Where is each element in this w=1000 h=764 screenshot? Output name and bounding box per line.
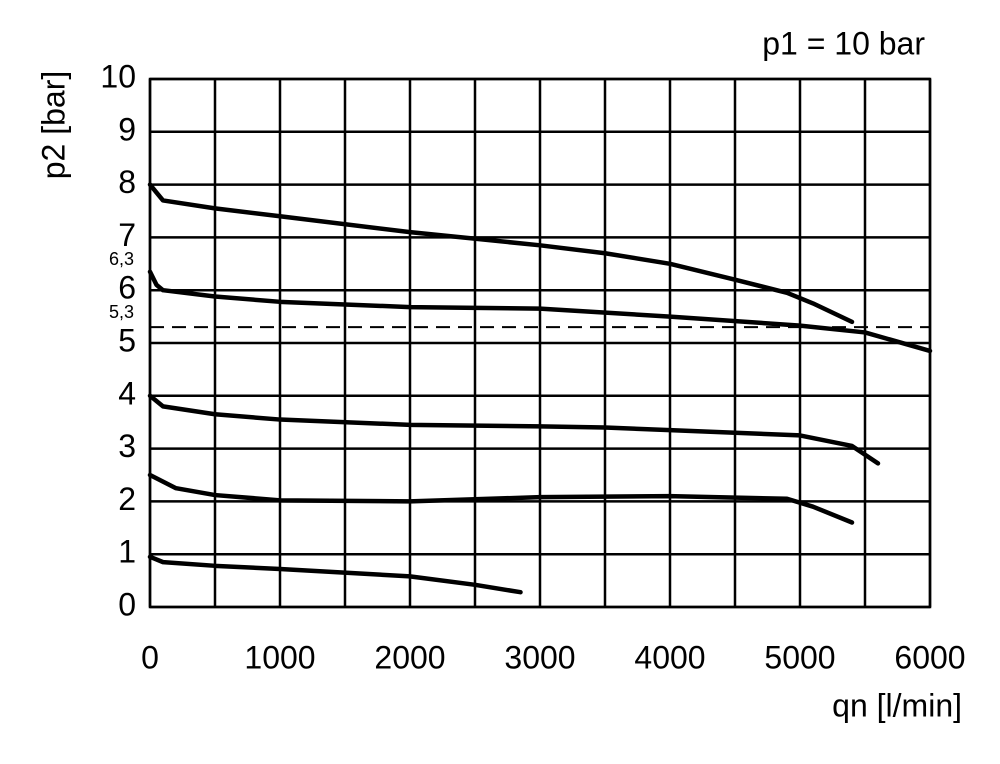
- x-tick-label: 2000: [374, 639, 445, 675]
- y-tick-label: 7: [118, 217, 136, 253]
- series-line: [147, 393, 881, 466]
- y-tick-label: 6: [118, 270, 136, 306]
- x-tick-label: 5000: [764, 639, 835, 675]
- x-axis-label: qn [l/min]: [832, 687, 962, 723]
- x-tick-label: 4000: [634, 639, 705, 675]
- y-tick-label: 9: [118, 111, 136, 147]
- series-line: [147, 269, 933, 354]
- y-tick-label: 8: [118, 164, 136, 200]
- annotation-label: 6,3: [109, 249, 134, 269]
- series-line: [147, 182, 855, 325]
- y-tick-label: 10: [100, 58, 136, 94]
- y-tick-label: 4: [118, 375, 136, 411]
- y-axis-label: p2 [bar]: [35, 71, 71, 180]
- x-tick-label: 6000: [894, 639, 965, 675]
- y-tick-label: 3: [118, 428, 136, 464]
- x-tick-label: 0: [141, 639, 159, 675]
- series-line: [147, 554, 523, 595]
- y-tick-label: 1: [118, 534, 136, 570]
- x-tick-label: 1000: [244, 639, 315, 675]
- y-tick-label: 2: [118, 481, 136, 517]
- y-tick-label: 0: [118, 586, 136, 622]
- annotation-label: 5,3: [109, 302, 134, 322]
- chart-title: p1 = 10 bar: [762, 25, 925, 61]
- series-line: [147, 472, 855, 525]
- y-tick-label: 5: [118, 322, 136, 358]
- x-tick-label: 3000: [504, 639, 575, 675]
